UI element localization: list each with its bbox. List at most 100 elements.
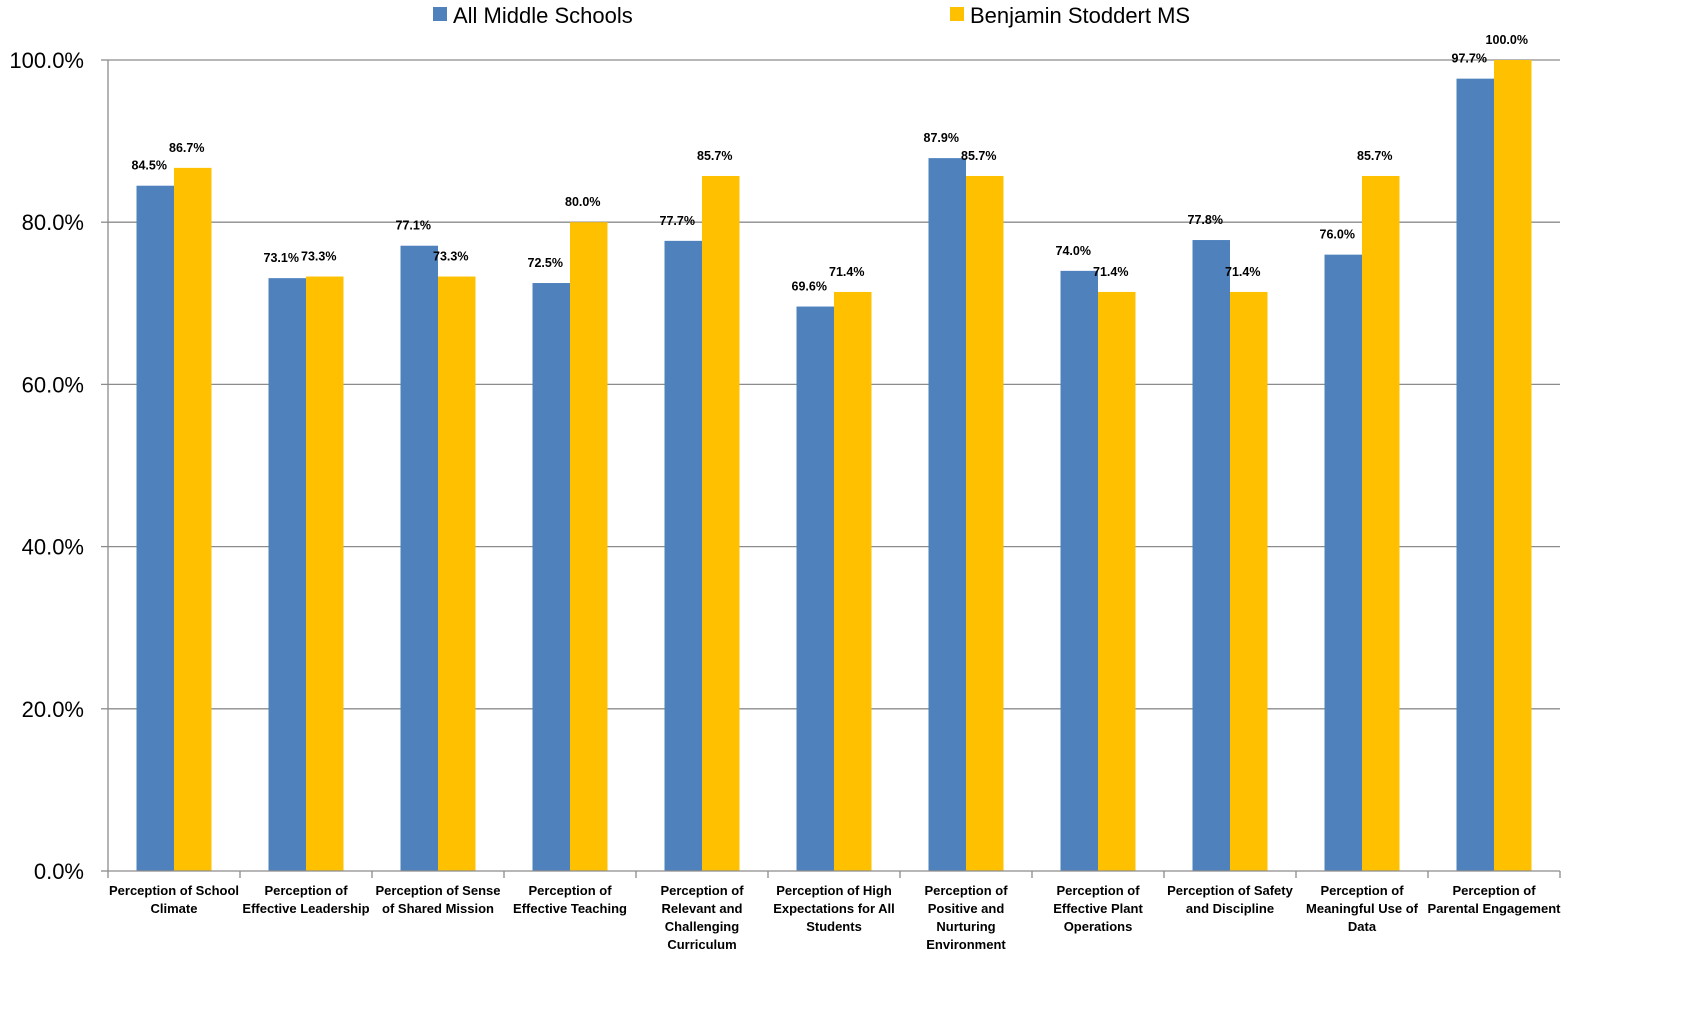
data-label: 85.7% xyxy=(697,149,732,163)
y-tick-label: 40.0% xyxy=(22,535,84,560)
bar xyxy=(702,175,740,871)
data-label: 71.4% xyxy=(829,265,864,279)
bar xyxy=(834,291,872,871)
category-label-line: Relevant and xyxy=(662,901,743,916)
data-label: 100.0% xyxy=(1486,33,1528,47)
category-label-line: Positive and xyxy=(928,901,1005,916)
legend-label: All Middle Schools xyxy=(453,3,633,28)
data-label: 74.0% xyxy=(1056,244,1091,258)
data-label: 85.7% xyxy=(961,149,996,163)
category-label: Perception of Effective Leadership xyxy=(242,883,369,916)
bar xyxy=(1230,291,1268,871)
data-label: 71.4% xyxy=(1093,265,1128,279)
data-label: 97.7% xyxy=(1452,52,1487,66)
category-label: Perception of Relevant and Challenging Curr… xyxy=(660,883,744,952)
category-label: Perception of Meaningful Use of Data xyxy=(1306,883,1419,934)
bars xyxy=(136,60,1532,872)
category-label-line: Challenging xyxy=(665,919,739,934)
legend: All Middle Schools Benjamin Stoddert MS xyxy=(433,3,1190,28)
category-label-line: and Discipline xyxy=(1186,901,1274,916)
category-label-line: Environment xyxy=(926,937,1006,952)
category-label-line: Curriculum xyxy=(667,937,736,952)
data-label: 73.3% xyxy=(301,250,336,264)
bar xyxy=(532,283,570,871)
data-label: 77.7% xyxy=(660,214,695,228)
data-label: 84.5% xyxy=(132,159,167,173)
legend-label: Benjamin Stoddert MS xyxy=(970,3,1190,28)
bar xyxy=(268,278,306,871)
category-label-line: Operations xyxy=(1064,919,1133,934)
data-label: 76.0% xyxy=(1320,228,1355,242)
category-label-line: of Shared Mission xyxy=(382,901,494,916)
category-label-line: Meaningful Use of xyxy=(1306,901,1419,916)
data-label: 86.7% xyxy=(169,141,204,155)
category-label-line: Perception of Safety xyxy=(1167,883,1293,898)
y-axis-ticks: 0.0% 20.0% 40.0% 60.0% 80.0% 100.0% xyxy=(9,48,108,884)
data-label: 77.8% xyxy=(1188,213,1223,227)
legend-swatch xyxy=(433,7,447,21)
data-label: 87.9% xyxy=(924,131,959,145)
category-label: Perception of School Climate xyxy=(109,883,239,916)
category-label-line: Nurturing xyxy=(936,919,995,934)
category-label: Perception of Effective Plant Operations xyxy=(1053,883,1143,934)
category-label-line: Expectations for All xyxy=(773,901,895,916)
bar xyxy=(966,175,1004,871)
y-tick-label: 80.0% xyxy=(22,210,84,235)
category-label-line: Perception of High xyxy=(776,883,892,898)
bar xyxy=(1456,78,1494,871)
data-label: 73.3% xyxy=(433,250,468,264)
bar xyxy=(1192,240,1230,872)
category-label: Perception of Safety and Discipline xyxy=(1167,883,1293,916)
bar xyxy=(136,185,174,871)
bar xyxy=(1060,270,1098,871)
category-label-line: Effective Leadership xyxy=(242,901,369,916)
category-label: Perception of Positive and Nurturing Enviro… xyxy=(924,883,1008,952)
data-label: 77.1% xyxy=(396,219,431,233)
bar xyxy=(438,276,476,871)
bar xyxy=(796,306,834,871)
data-label: 72.5% xyxy=(528,256,563,270)
category-label-line: Perception of School xyxy=(109,883,239,898)
bar xyxy=(570,222,608,871)
data-label: 73.1% xyxy=(264,251,299,265)
category-label: Perception of Effective Teaching xyxy=(513,883,627,916)
category-label-line: Perception of xyxy=(528,883,612,898)
bar xyxy=(928,158,966,872)
category-label-line: Effective Plant xyxy=(1053,901,1143,916)
category-label-line: Parental Engagement xyxy=(1428,901,1562,916)
category-label-line: Perception of xyxy=(1320,883,1404,898)
category-label: Perception of High Expectations for All St… xyxy=(773,883,895,934)
category-label-line: Students xyxy=(806,919,862,934)
category-label-line: Perception of xyxy=(924,883,1008,898)
legend-swatch xyxy=(950,7,964,21)
data-label: 69.6% xyxy=(792,280,827,294)
bar xyxy=(1362,175,1400,871)
y-tick-label: 60.0% xyxy=(22,372,84,397)
category-label-line: Effective Teaching xyxy=(513,901,627,916)
category-label-line: Perception of xyxy=(264,883,348,898)
category-label: Perception of Parental Engagement xyxy=(1428,883,1562,916)
bar xyxy=(1494,60,1532,871)
bar xyxy=(400,245,438,871)
y-tick-label: 100.0% xyxy=(9,48,84,73)
category-label: Perception of Sense of Shared Mission xyxy=(376,883,501,916)
data-labels: 84.5% 73.1% 77.1% 72.5% 77.7% 69.6% 87.9% 74.0%… xyxy=(132,33,1528,294)
category-label-line: Perception of xyxy=(1056,883,1140,898)
bar xyxy=(1324,254,1362,871)
category-label-line: Perception of xyxy=(1452,883,1536,898)
bar xyxy=(1098,291,1136,871)
category-label-line: Data xyxy=(1348,919,1377,934)
category-label-line: Climate xyxy=(151,901,198,916)
category-label-line: Perception of Sense xyxy=(376,883,501,898)
bar xyxy=(174,167,212,871)
data-label: 80.0% xyxy=(565,195,600,209)
axes xyxy=(107,60,1561,878)
data-label: 85.7% xyxy=(1357,149,1392,163)
data-label: 71.4% xyxy=(1225,265,1260,279)
bar xyxy=(664,240,702,871)
y-tick-label: 20.0% xyxy=(22,697,84,722)
bar xyxy=(306,276,344,871)
